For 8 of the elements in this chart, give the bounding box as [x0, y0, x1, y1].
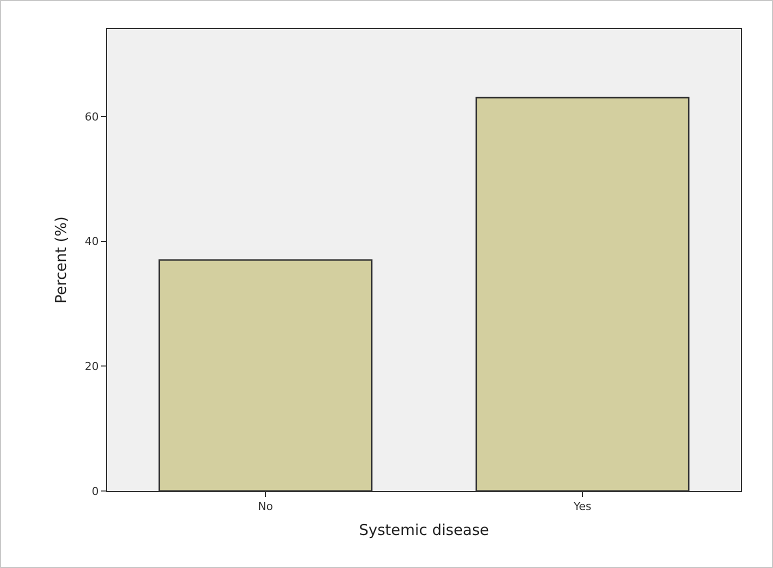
x-tick-label: No	[258, 500, 274, 514]
y-tick-label: 40	[84, 235, 99, 248]
y-axis-title: Percent (%)	[52, 216, 70, 304]
x-tick-label: Yes	[572, 500, 592, 514]
y-tick-label: 20	[84, 360, 99, 373]
y-tick-label: 60	[84, 110, 99, 124]
y-tick-label: 0	[92, 484, 99, 498]
x-axis-title: Systemic disease	[358, 521, 490, 540]
